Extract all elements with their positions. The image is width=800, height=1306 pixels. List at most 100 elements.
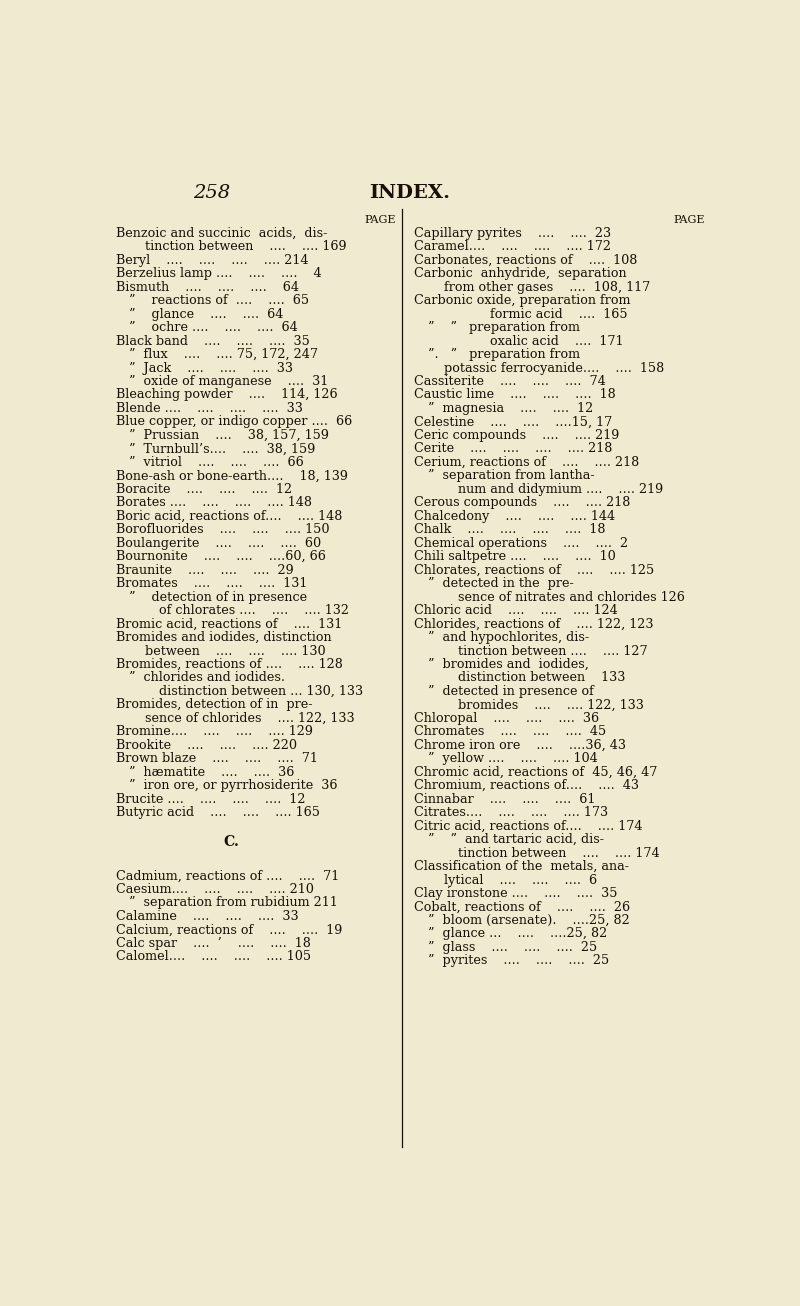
Text: ”  hæmatite    ....    ....  36: ” hæmatite .... .... 36: [130, 765, 295, 778]
Text: Blende ....    ....    ....    ....  33: Blende .... .... .... .... 33: [115, 402, 302, 415]
Text: tinction between    ....    .... 169: tinction between .... .... 169: [130, 240, 347, 253]
Text: ”  chlorides and iodides.: ” chlorides and iodides.: [130, 671, 286, 684]
Text: Chromates    ....    ....    ....  45: Chromates .... .... .... 45: [414, 725, 606, 738]
Text: formic acid    ....  165: formic acid .... 165: [442, 308, 627, 321]
Text: tinction between ....    .... 127: tinction between .... .... 127: [442, 645, 647, 657]
Text: Carbonic oxide, preparation from: Carbonic oxide, preparation from: [414, 294, 630, 307]
Text: Chromic acid, reactions of  45, 46, 47: Chromic acid, reactions of 45, 46, 47: [414, 765, 658, 778]
Text: Calamine    ....    ....    ....  33: Calamine .... .... .... 33: [115, 910, 298, 923]
Text: Celestine    ....    ....    ....15, 17: Celestine .... .... ....15, 17: [414, 415, 612, 428]
Text: Chloropal    ....    ....    ....  36: Chloropal .... .... .... 36: [414, 712, 599, 725]
Text: Cadmium, reactions of ....    ....  71: Cadmium, reactions of .... .... 71: [115, 870, 338, 883]
Text: Benzoic and succinic  acids,  dis-: Benzoic and succinic acids, dis-: [115, 227, 327, 240]
Text: Cerium, reactions of    ....    .... 218: Cerium, reactions of .... .... 218: [414, 456, 639, 469]
Text: oxalic acid    ....  171: oxalic acid .... 171: [442, 334, 623, 347]
Text: Caesium....    ....    ....    .... 210: Caesium.... .... .... .... 210: [115, 883, 314, 896]
Text: ”  detected in presence of: ” detected in presence of: [428, 684, 594, 697]
Text: Black band    ....    ....    ....  35: Black band .... .... .... 35: [115, 334, 310, 347]
Text: Ceric compounds    ....    .... 219: Ceric compounds .... .... 219: [414, 428, 619, 441]
Text: Boulangerite    ....    ....    ....  60: Boulangerite .... .... .... 60: [115, 537, 321, 550]
Text: ”  bromides and  iodides,: ” bromides and iodides,: [428, 658, 589, 671]
Text: 258: 258: [193, 184, 230, 202]
Text: Chloric acid    ....    ....    .... 124: Chloric acid .... .... .... 124: [414, 605, 618, 618]
Text: tinction between    ....    .... 174: tinction between .... .... 174: [442, 846, 659, 859]
Text: bromides    ....    .... 122, 133: bromides .... .... 122, 133: [442, 699, 644, 712]
Text: Cassiterite    ....    ....    ....  74: Cassiterite .... .... .... 74: [414, 375, 606, 388]
Text: Borofluorides    ....    ....    .... 150: Borofluorides .... .... .... 150: [115, 524, 329, 537]
Text: Bleaching powder    ....    114, 126: Bleaching powder .... 114, 126: [115, 388, 337, 401]
Text: Bismuth    ....    ....    ....    64: Bismuth .... .... .... 64: [115, 281, 298, 294]
Text: from other gases    ....  108, 117: from other gases .... 108, 117: [428, 281, 650, 294]
Text: Bournonite    ....    ....    ....60, 66: Bournonite .... .... ....60, 66: [115, 550, 326, 563]
Text: Beryl    ....    ....    ....    .... 214: Beryl .... .... .... .... 214: [115, 253, 308, 266]
Text: ”.   ”   preparation from: ”. ” preparation from: [428, 349, 580, 360]
Text: ”    ”  and tartaric acid, dis-: ” ” and tartaric acid, dis-: [428, 833, 604, 846]
Text: Brown blaze    ....    ....    ....  71: Brown blaze .... .... .... 71: [115, 752, 318, 765]
Text: ”  pyrites    ....    ....    ....  25: ” pyrites .... .... .... 25: [428, 955, 609, 968]
Text: distinction between    133: distinction between 133: [442, 671, 625, 684]
Text: ”    detection of in presence: ” detection of in presence: [130, 590, 307, 603]
Text: Clay ironstone ....    ....    ....  35: Clay ironstone .... .... .... 35: [414, 887, 618, 900]
Text: Braunite    ....    ....    ....  29: Braunite .... .... .... 29: [115, 564, 294, 577]
Text: ”    reactions of  ....    ....  65: ” reactions of .... .... 65: [130, 294, 310, 307]
Text: Bromides, reactions of ....    .... 128: Bromides, reactions of .... .... 128: [115, 658, 342, 671]
Text: PAGE: PAGE: [673, 215, 705, 225]
Text: Capillary pyrites    ....    ....  23: Capillary pyrites .... .... 23: [414, 227, 611, 240]
Text: ”  and hypochlorites, dis-: ” and hypochlorites, dis-: [428, 631, 589, 644]
Text: Carbonic  anhydride,  separation: Carbonic anhydride, separation: [414, 268, 626, 281]
Text: ”  Turnbull’s....    ....  38, 159: ” Turnbull’s.... .... 38, 159: [130, 443, 316, 456]
Text: Chlorates, reactions of    ....    .... 125: Chlorates, reactions of .... .... 125: [414, 564, 654, 577]
Text: Bromides and iodides, distinction: Bromides and iodides, distinction: [115, 631, 331, 644]
Text: of chlorates ....    ....    .... 132: of chlorates .... .... .... 132: [143, 605, 350, 618]
Text: Chromium, reactions of....    ....  43: Chromium, reactions of.... .... 43: [414, 780, 639, 793]
Text: Classification of the  metals, ana-: Classification of the metals, ana-: [414, 861, 629, 874]
Text: ”  oxide of manganese    ....  31: ” oxide of manganese .... 31: [130, 375, 329, 388]
Text: Cerite    ....    ....    ....    .... 218: Cerite .... .... .... .... 218: [414, 443, 612, 456]
Text: Calc spar    ....  ’    ....    ....  18: Calc spar .... ’ .... .... 18: [115, 936, 310, 949]
Text: Bromides, detection of in  pre-: Bromides, detection of in pre-: [115, 699, 312, 712]
Text: Chili saltpetre ....    ....    ....  10: Chili saltpetre .... .... .... 10: [414, 550, 616, 563]
Text: Citric acid, reactions of....    .... 174: Citric acid, reactions of.... .... 174: [414, 820, 642, 833]
Text: ”  magnesia    ....    ....  12: ” magnesia .... .... 12: [428, 402, 593, 415]
Text: ”  iron ore, or pyrrhosiderite  36: ” iron ore, or pyrrhosiderite 36: [130, 780, 338, 793]
Text: Boracite    ....    ....    ....  12: Boracite .... .... .... 12: [115, 483, 292, 496]
Text: ”    ”   preparation from: ” ” preparation from: [428, 321, 580, 334]
Text: Chemical operations    ....    ....  2: Chemical operations .... .... 2: [414, 537, 628, 550]
Text: Calcium, reactions of    ....    ....  19: Calcium, reactions of .... .... 19: [115, 923, 342, 936]
Text: INDEX.: INDEX.: [370, 184, 450, 202]
Text: sence of nitrates and chlorides 126: sence of nitrates and chlorides 126: [442, 590, 685, 603]
Text: sence of chlorides    .... 122, 133: sence of chlorides .... 122, 133: [130, 712, 355, 725]
Text: Boric acid, reactions of....    .... 148: Boric acid, reactions of.... .... 148: [115, 509, 342, 522]
Text: Carbonates, reactions of    ....  108: Carbonates, reactions of .... 108: [414, 253, 638, 266]
Text: Caustic lime    ....    ....    ....  18: Caustic lime .... .... .... 18: [414, 388, 616, 401]
Text: ”    glance    ....    ....  64: ” glance .... .... 64: [130, 308, 284, 321]
Text: ”  separation from lantha-: ” separation from lantha-: [428, 469, 594, 482]
Text: Caramel....    ....    ....    .... 172: Caramel.... .... .... .... 172: [414, 240, 611, 253]
Text: Bromates    ....    ....    ....  131: Bromates .... .... .... 131: [115, 577, 307, 590]
Text: Bromic acid, reactions of    ....  131: Bromic acid, reactions of .... 131: [115, 618, 342, 631]
Text: distinction between ... 130, 133: distinction between ... 130, 133: [143, 684, 363, 697]
Text: Chrome iron ore    ....    ....36, 43: Chrome iron ore .... ....36, 43: [414, 739, 626, 752]
Text: ”  flux    ....    .... 75, 172, 247: ” flux .... .... 75, 172, 247: [130, 349, 318, 360]
Text: between    ....    ....    .... 130: between .... .... .... 130: [130, 645, 326, 657]
Text: Borates ....    ....    ....    .... 148: Borates .... .... .... .... 148: [115, 496, 311, 509]
Text: num and didymium ....    .... 219: num and didymium .... .... 219: [442, 483, 663, 496]
Text: ”  separation from rubidium 211: ” separation from rubidium 211: [130, 896, 338, 909]
Text: PAGE: PAGE: [365, 215, 396, 225]
Text: ”  Prussian    ....    38, 157, 159: ” Prussian .... 38, 157, 159: [130, 428, 330, 441]
Text: ”  glass    ....    ....    ....  25: ” glass .... .... .... 25: [428, 940, 597, 953]
Text: ”    ochre ....    ....    ....  64: ” ochre .... .... .... 64: [130, 321, 298, 334]
Text: Brucite ....    ....    ....    ....  12: Brucite .... .... .... .... 12: [115, 793, 305, 806]
Text: Cinnabar    ....    ....    ....  61: Cinnabar .... .... .... 61: [414, 793, 595, 806]
Text: Butyric acid    ....    ....    .... 165: Butyric acid .... .... .... 165: [115, 806, 319, 819]
Text: ”  bloom (arsenate).    ....25, 82: ” bloom (arsenate). ....25, 82: [428, 914, 630, 927]
Text: ”  detected in the  pre-: ” detected in the pre-: [428, 577, 574, 590]
Text: Calomel....    ....    ....    .... 105: Calomel.... .... .... .... 105: [115, 951, 310, 964]
Text: Chalk    ....    ....    ....    ....  18: Chalk .... .... .... .... 18: [414, 524, 606, 537]
Text: ”  glance ...    ....    ....25, 82: ” glance ... .... ....25, 82: [428, 927, 607, 940]
Text: lytical    ....    ....    ....  6: lytical .... .... .... 6: [428, 874, 597, 887]
Text: potassic ferrocyanide....    ....  158: potassic ferrocyanide.... .... 158: [428, 362, 664, 375]
Text: Cerous compounds    ....    .... 218: Cerous compounds .... .... 218: [414, 496, 630, 509]
Text: ”  Jack    ....    ....    ....  33: ” Jack .... .... .... 33: [130, 362, 294, 375]
Text: ”  yellow ....    ....    .... 104: ” yellow .... .... .... 104: [428, 752, 598, 765]
